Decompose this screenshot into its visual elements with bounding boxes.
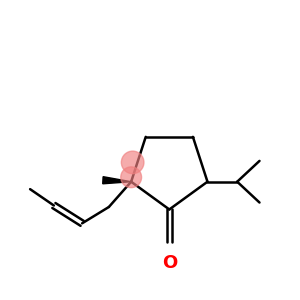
Polygon shape <box>103 177 131 184</box>
Circle shape <box>121 151 144 174</box>
Circle shape <box>121 167 142 188</box>
Text: O: O <box>162 254 177 272</box>
